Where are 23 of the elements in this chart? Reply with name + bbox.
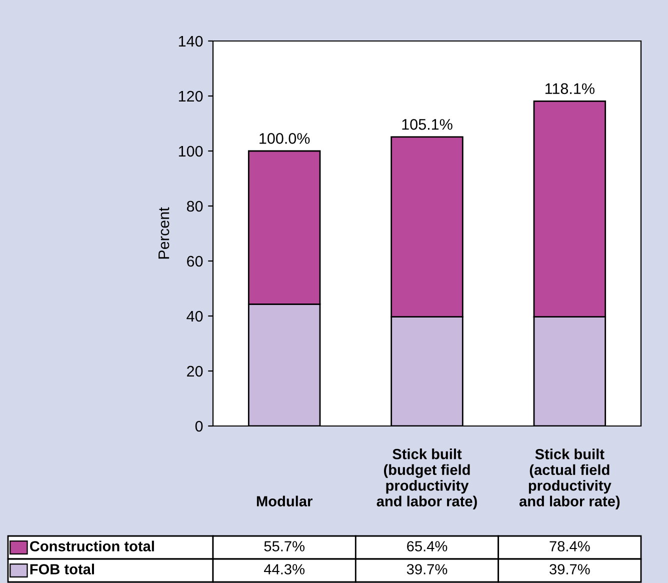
data-label: 39.7% [406,564,448,574]
y-tick-label: 0 [195,420,203,432]
y-tick-label: 140 [178,36,203,47]
data-label: 44.3% [264,564,304,574]
data-label: 55.7% [264,541,304,552]
legend-label: FOB total [30,564,94,574]
total-label: 118.1% [545,83,594,94]
x-tick-label: Modular [256,496,312,506]
data-label: 78.4% [550,541,590,552]
y-axis-title: Percent [158,207,170,259]
legend-label: Construction total [30,540,154,552]
x-tick-label: Stick built (budget field productivity and labor rate) [376,448,477,510]
y-tick-label: 100 [178,146,203,157]
y-tick-label: 20 [187,366,203,377]
y-tick-label: 80 [186,200,203,212]
total-label: 100.0% [260,133,310,144]
total-label: 105.1% [402,119,452,130]
y-tick-label: 120 [178,90,203,102]
x-tick-label: Stick built (actual field productivity and labor rate) [519,448,620,510]
data-label: 65.4% [407,541,448,552]
y-tick-label: 40 [186,310,203,322]
data-label: 39.7% [550,564,590,574]
y-tick-label: 60 [187,256,203,267]
